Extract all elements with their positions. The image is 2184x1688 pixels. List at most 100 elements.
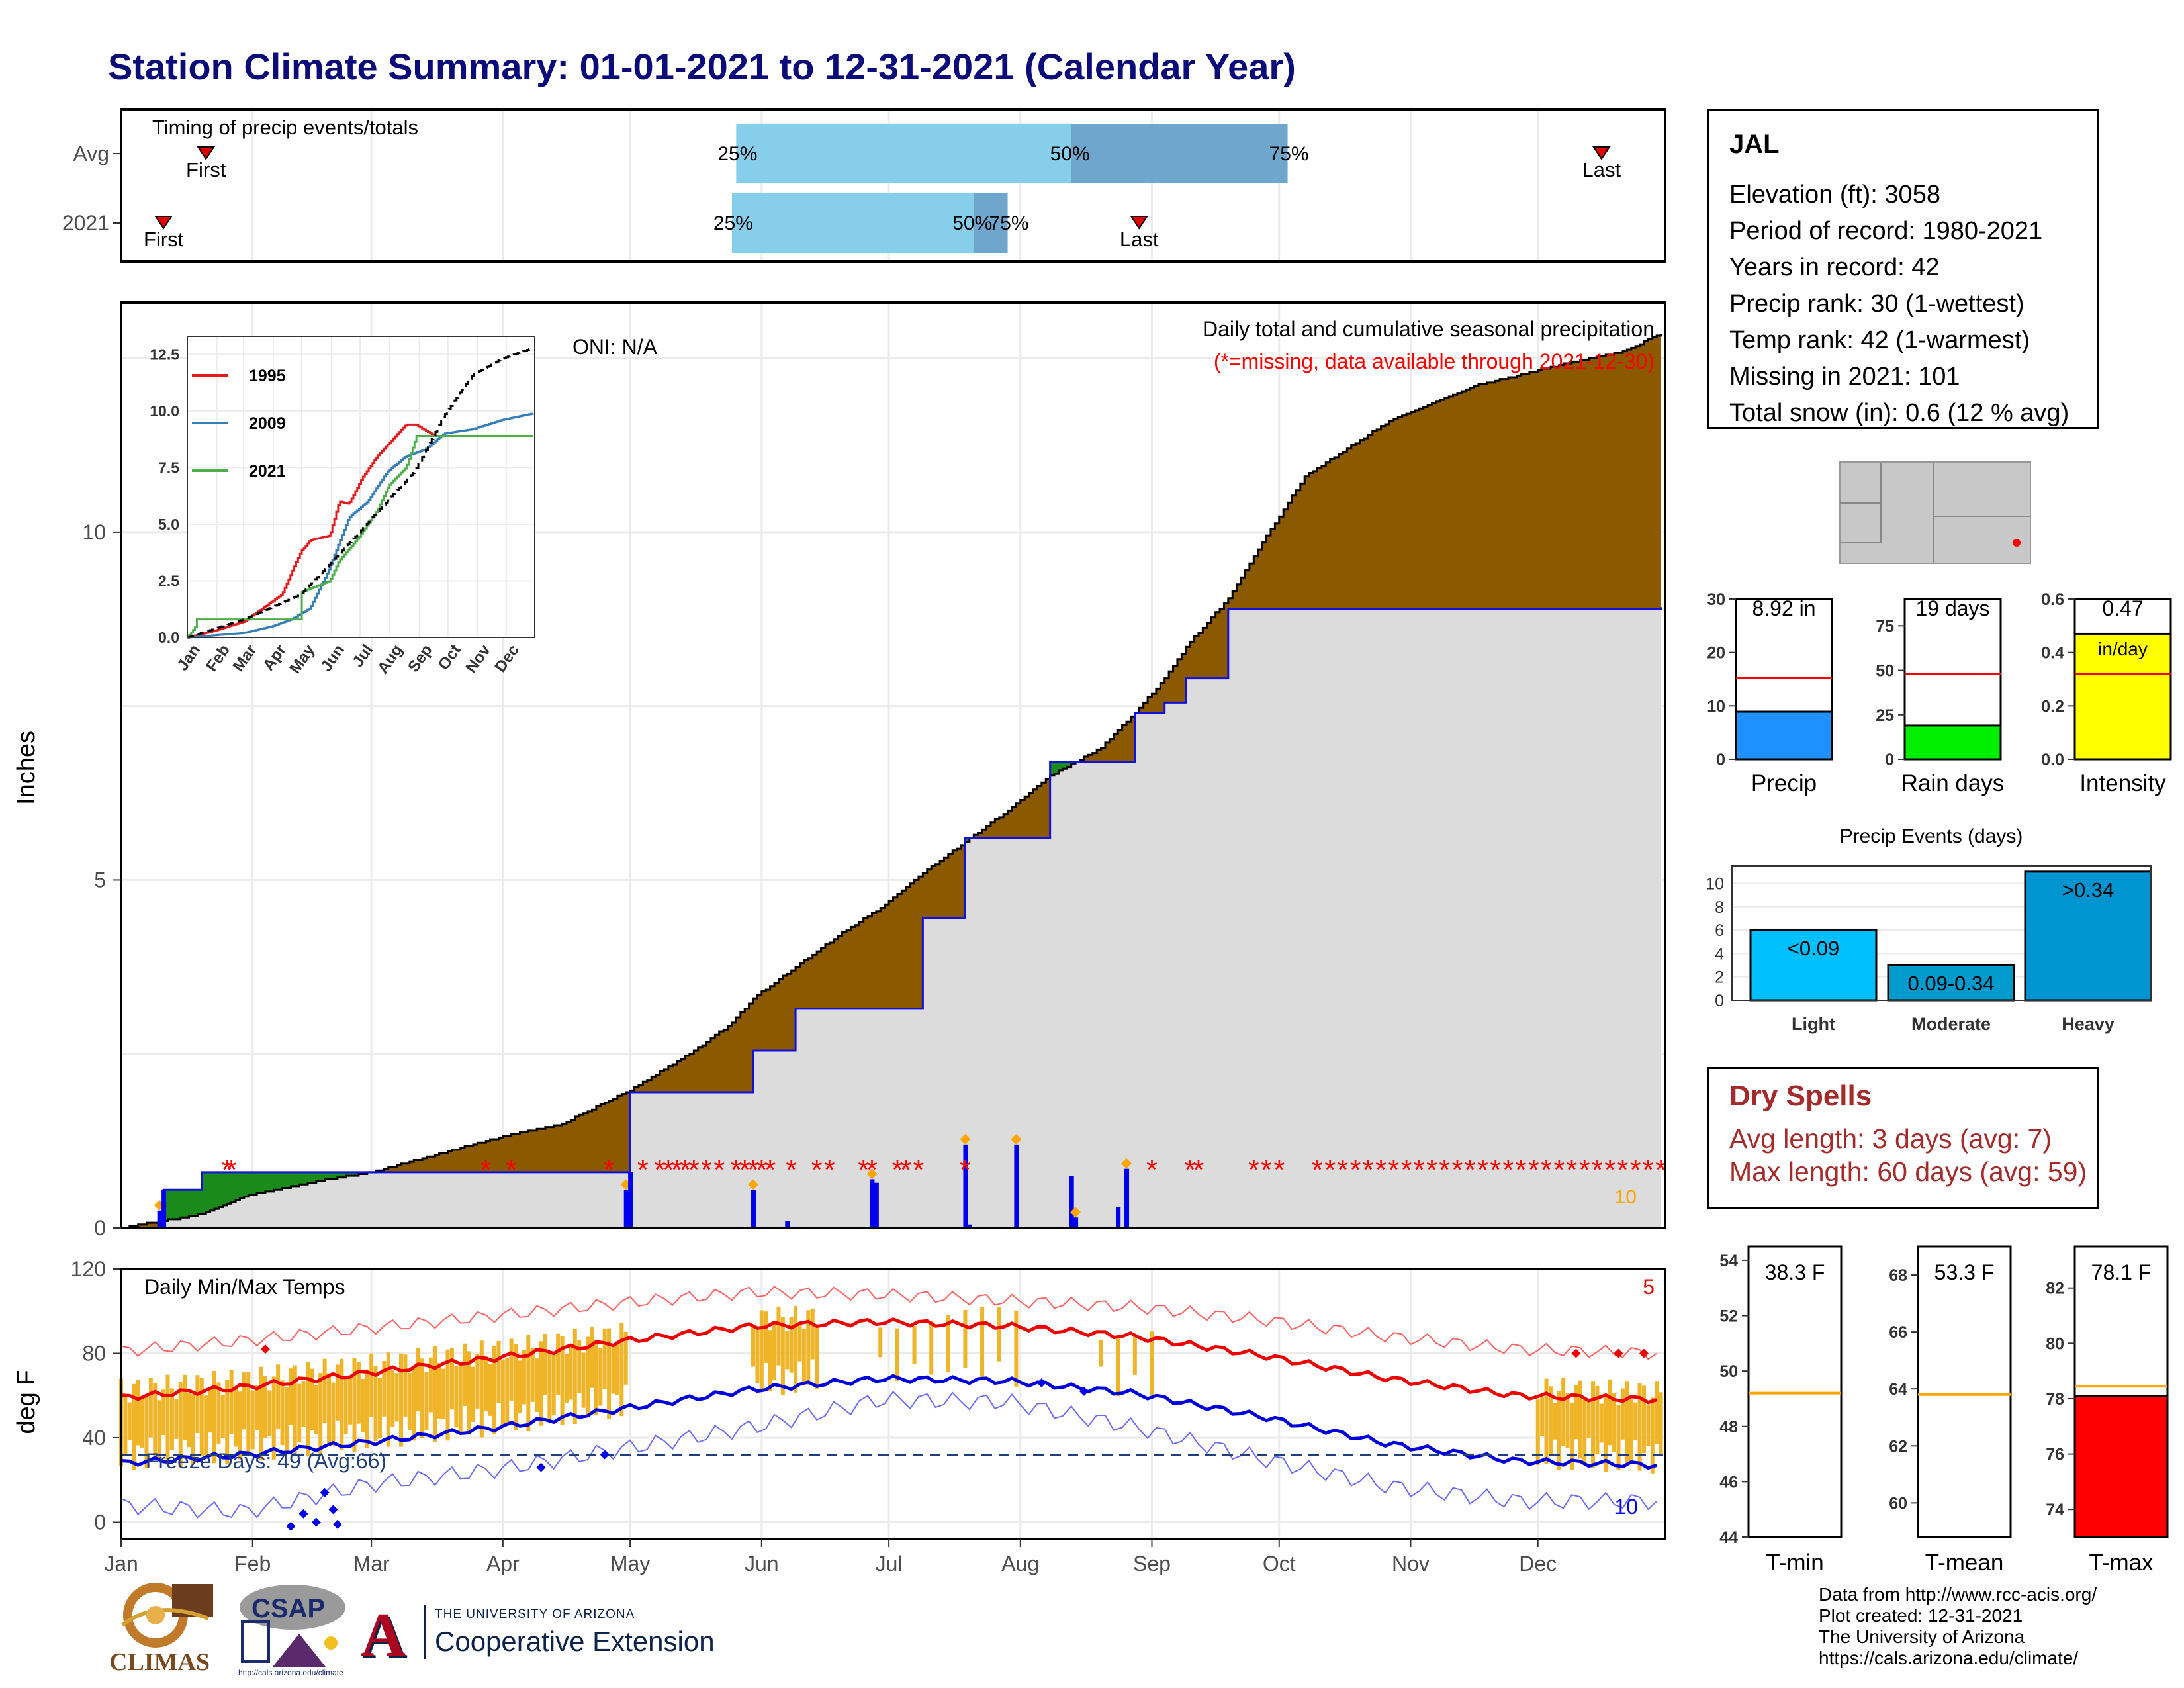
temp-summary-category-label: T-max: [2089, 1550, 2154, 1575]
daily-temp-range-bar: [1553, 1403, 1557, 1440]
temp-summary-frame: [1917, 1245, 2012, 1538]
precip-ytick-label: 5: [94, 868, 106, 892]
daily-precip-marker: [1011, 1133, 1022, 1145]
precip-panel-border: [120, 301, 1666, 1229]
month-axis-label: Nov: [1392, 1552, 1430, 1575]
daily-temp-range-bar: [191, 1394, 195, 1464]
daily-temp-range-bar: [276, 1364, 281, 1429]
missing-data-asterisk: *: [1516, 1154, 1527, 1186]
daily-precip-bar: [157, 1210, 162, 1228]
timing-bar-50-75: [1071, 124, 1288, 183]
precip-events-category-label: Light: [1792, 1014, 1835, 1034]
daily-temp-range-bar: [615, 1341, 619, 1395]
record-low-marker: [320, 1487, 330, 1497]
daily-temp-range-bar: [382, 1361, 387, 1417]
daily-temp-range-bar: [1582, 1399, 1587, 1464]
summary-bar-tick-label: 20: [1707, 644, 1725, 663]
daily-temp-range-bar: [144, 1397, 149, 1469]
freeze-days-label: Freeze Days: 49 (Avg:66): [146, 1449, 387, 1473]
precip-events-tick-label: 8: [1715, 898, 1724, 917]
daily-temp-range-bar: [1637, 1383, 1642, 1471]
daily-temp-range-bar: [280, 1380, 285, 1446]
missing-data-asterisk: *: [680, 1154, 691, 1186]
precip-events-tick-label: 10: [1706, 874, 1724, 893]
daily-precip-bar: [1069, 1176, 1074, 1228]
daily-precip-bar: [967, 1224, 972, 1228]
daily-temp-range-bar: [772, 1323, 777, 1381]
daily-temp-range-bar: [136, 1380, 140, 1446]
climas-logo-text: CLIMAS: [109, 1648, 210, 1676]
dry-spells-title: Dry Spells: [1729, 1080, 1872, 1112]
daily-temp-range-bar: [327, 1373, 332, 1444]
daily-temp-range-bar: [543, 1334, 547, 1395]
missing-data-asterisk: *: [960, 1154, 971, 1186]
csap-logo: CSAP http://cals.arizona.edu/climate: [233, 1582, 349, 1678]
daily-temp-range-bar: [496, 1340, 501, 1403]
missing-data-asterisk: *: [1477, 1154, 1488, 1186]
daily-temp-range-bar: [424, 1372, 429, 1430]
daily-temp-range-bar: [514, 1344, 518, 1430]
missing-data-asterisk: *: [1273, 1154, 1285, 1186]
temp-summary-tick-label: 68: [1889, 1266, 1907, 1285]
normal-min-line: [120, 1374, 1657, 1470]
station-temp-rank: Temp rank: 42 (1-warmest): [1729, 326, 2030, 354]
daily-temp-range-bar: [377, 1378, 382, 1438]
missing-data-asterisk: *: [1350, 1154, 1361, 1186]
station-period: Period of record: 1980-2021: [1729, 217, 2043, 245]
daily-temp-range-bar: [348, 1377, 353, 1425]
daily-temp-range-bar: [946, 1315, 950, 1372]
precip-events-bar-label: >0.34: [2062, 878, 2114, 902]
record-high-marker: [1614, 1348, 1623, 1358]
record-low-marker: [328, 1505, 338, 1515]
station-snow: Total snow (in): 0.6 (12 % avg): [1729, 399, 2070, 427]
timing-pct-50-label: 50%: [952, 212, 992, 234]
daily-temp-range-bar: [522, 1350, 526, 1405]
month-axis-label: Jan: [104, 1552, 138, 1575]
inset-ytick-label: 2.5: [158, 572, 179, 589]
month-axis-label: Mar: [353, 1552, 390, 1575]
missing-data-asterisk: *: [222, 1154, 233, 1186]
missing-data-asterisk: *: [756, 1154, 767, 1186]
daily-temp-range-bar: [161, 1389, 166, 1435]
station-info-box: JAL Elevation (ft): 3058 Period of recor…: [1707, 109, 2099, 429]
daily-temp-range-bar: [577, 1340, 582, 1393]
daily-temp-range-bar: [1014, 1310, 1019, 1387]
temp-summary-tick-label: 48: [1719, 1418, 1738, 1436]
daily-temp-range-bar: [535, 1358, 539, 1413]
daily-temp-range-bar: [220, 1395, 225, 1438]
summary-bar-tick-label: 25: [1876, 706, 1894, 725]
record-low-marker: [600, 1450, 610, 1460]
daily-temp-range-bar: [801, 1329, 806, 1382]
missing-data-asterisk: *: [1630, 1154, 1641, 1186]
daily-temp-range-bar: [611, 1346, 615, 1394]
missing-data-asterisk: *: [688, 1154, 700, 1186]
summary-bar-value: [2073, 632, 2172, 761]
temp-summary-value-label: 38.3 F: [1765, 1260, 1825, 1284]
daily-temp-range-bar: [271, 1376, 276, 1460]
daily-temp-range-bar: [306, 1362, 310, 1457]
missing-data-asterisk: *: [637, 1154, 649, 1186]
missing-data-asterisk: *: [671, 1154, 682, 1186]
daily-temp-range-bar: [1633, 1402, 1638, 1440]
missing-data-asterisk: *: [713, 1154, 725, 1186]
daily-temp-range-bar: [768, 1330, 772, 1391]
ua-a-icon: A: [361, 1601, 406, 1669]
daily-temp-range-bar: [204, 1395, 208, 1456]
missing-data-asterisk: *: [1553, 1154, 1565, 1186]
inset-legend-label: 2021: [249, 462, 286, 481]
precip-ytick-label: 0: [94, 1216, 106, 1240]
record-low-marker: [1036, 1378, 1046, 1388]
daily-temp-range-bar: [399, 1353, 404, 1447]
missing-data-asterisk: *: [1451, 1154, 1463, 1186]
daily-temp-range-bar: [284, 1387, 289, 1453]
daily-temp-range-bar: [581, 1352, 586, 1408]
missing-data-asterisk: *: [1617, 1154, 1628, 1186]
station-elevation: Elevation (ft): 3058: [1729, 181, 1940, 209]
temp-summary-bar: [2073, 1395, 2169, 1538]
daily-temp-range-bar: [454, 1366, 459, 1428]
missing-data-asterisk: *: [1592, 1154, 1603, 1186]
daily-temp-range-bar: [467, 1351, 471, 1435]
missing-data-asterisk: *: [1465, 1154, 1476, 1186]
daily-temp-range-bar: [759, 1310, 764, 1391]
